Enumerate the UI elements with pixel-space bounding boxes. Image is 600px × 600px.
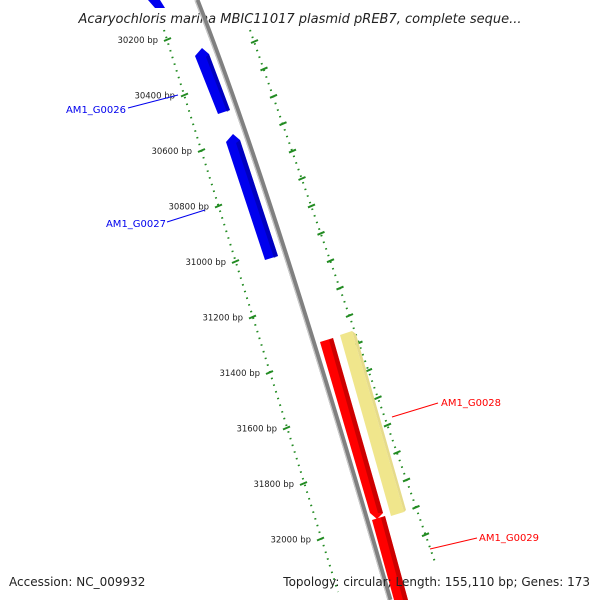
scale-tick-label: 31800 bp [253,480,294,490]
scale-tick-label: 31400 bp [219,369,260,379]
outer-scale-tick [402,477,411,483]
backbone-highlight [194,0,389,600]
outer-scale-tick [383,422,392,428]
outer-scale-tick [317,230,325,236]
outer-scale-tick [412,504,420,510]
outer-scale-tick [307,203,316,209]
gene-am1-g0027[interactable] [226,134,278,260]
svg-text:AM1_G0026: AM1_G0026 [66,105,126,116]
scale-tick [231,259,240,264]
scale-tick [163,37,172,42]
gene-am1-g0026[interactable] [195,48,230,114]
scale-tick-label: 30200 bp [117,36,158,46]
backbone [194,0,393,600]
scale-tick-label: 30800 bp [168,203,209,213]
gene-label-am1-g0028: AM1_G0028 [391,398,501,418]
inner-scale-track [163,29,339,593]
outer-scale-tick [288,148,297,154]
scale-tick [248,314,257,320]
svg-text:AM1_G0029: AM1_G0029 [479,533,539,544]
gene-am1-g0028[interactable] [320,338,383,519]
scale-tick-label: 31600 bp [236,425,277,435]
gene-label-am1-g0026: AM1_G0026 [66,94,179,116]
scale-tick [316,536,325,542]
outer-scale-tick [421,532,430,538]
scale-tick [214,203,223,209]
gene-am1-g0025[interactable] [148,0,165,8]
outer-scale-ticks [250,39,430,538]
scale-tick-label: 30400 bp [134,92,175,102]
scale-tick [265,370,274,375]
outer-scale-tick [298,176,306,181]
scale-tick-label: 32000 bp [270,536,311,546]
accession-text: Accession: NC_009932 [9,575,145,589]
scale-tick [180,92,189,98]
svg-text:AM1_G0027: AM1_G0027 [106,219,166,230]
highlight-feature[interactable] [340,331,406,516]
scale-tick [299,481,308,486]
svg-text:AM1_G0028: AM1_G0028 [441,398,501,409]
scale-tick-label: 31200 bp [202,314,243,324]
map-title: Acaryochloris marina MBIC11017 plasmid p… [78,12,522,27]
scale-tick-label: 31000 bp [185,258,226,268]
scale-ticks: 30200 bp 30400 bp 30600 bp 30800 bp 31000 bp… [117,36,325,546]
gene-am1-g0029[interactable] [372,516,408,600]
outer-scale-tick [326,258,335,264]
outer-scale-tick [336,285,344,291]
outer-scale-tick [269,93,278,99]
outer-scale-tick [250,39,259,44]
outer-scale-tick [393,450,401,455]
scale-tick-label: 30600 bp [151,147,192,157]
scale-tick [282,425,291,431]
outer-scale-tick [260,66,268,72]
scale-tick [197,148,206,153]
gene-label-am1-g0027: AM1_G0027 [106,209,206,230]
gene-label-am1-g0029: AM1_G0029 [429,533,539,550]
topology-text: Topology: circular; Length: 155,110 bp; … [282,575,590,589]
outer-scale-tick [345,313,354,318]
outer-scale-tick [279,121,287,127]
outer-scale-tick [374,395,382,401]
